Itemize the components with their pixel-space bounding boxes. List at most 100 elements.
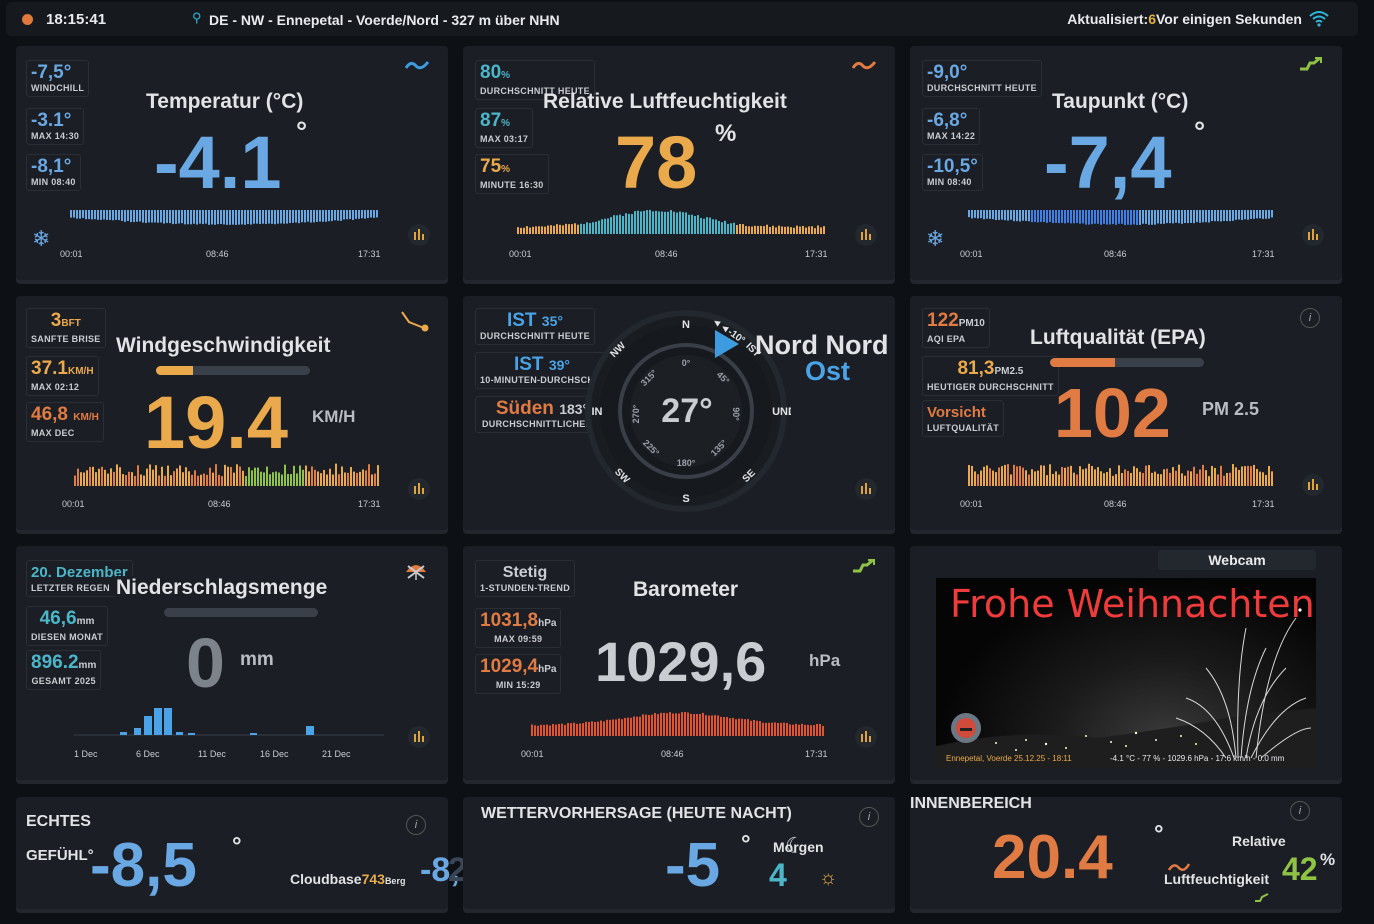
humidity-chart-button[interactable]: [855, 224, 877, 246]
sparkline-bar: [532, 226, 534, 234]
forecast-info-button[interactable]: i: [859, 807, 879, 827]
webcam-image[interactable]: Frohe Weihnachten Ennepetal, Voerde 25.1…: [936, 578, 1316, 768]
sparkline-bar: [230, 467, 232, 486]
compass-deg-180: 180°: [677, 458, 696, 468]
wind-level-bar: [156, 366, 310, 375]
sparkline-bar: [1049, 464, 1051, 486]
sparkline-bar: [585, 721, 587, 736]
sparkline-bar: [1244, 466, 1246, 486]
rain-tick-4: 21 Dec: [322, 749, 351, 759]
sparkline-bar: [739, 224, 741, 234]
sparkline-bar: [648, 715, 650, 736]
sparkline-bar: [661, 211, 663, 234]
sparkline-bar: [130, 210, 132, 223]
humidity-max-unit: %: [501, 118, 511, 129]
snowflake-icon: ❄: [926, 226, 945, 251]
humidity-max-value: 87: [480, 110, 502, 131]
rain-tick-2: 11 Dec: [198, 749, 226, 759]
air-chart-button[interactable]: [1302, 474, 1324, 496]
sparkline-bar: [112, 210, 114, 221]
windchill-stat: -7,5° WINDCHILL: [26, 60, 90, 97]
sparkline-bar: [286, 210, 288, 224]
sparkline-bar: [1076, 474, 1078, 486]
hum-tick-1: 08:46: [655, 249, 678, 259]
sparkline-bar: [732, 717, 734, 736]
feels-info-button[interactable]: i: [406, 815, 426, 835]
sparkline-bar: [88, 210, 90, 220]
sparkline-bar: [684, 711, 686, 736]
sparkline-bar: [191, 474, 193, 486]
sparkline-bar: [1211, 210, 1213, 222]
sparkline-bar: [113, 471, 115, 486]
wind-card: 3BFT SANFTE BRISE 37.1KM/H MAX 02:12 46,…: [16, 296, 448, 530]
air-info-button[interactable]: i: [1300, 308, 1320, 328]
rain-bars: [74, 708, 384, 736]
air-pm10-unit: PM10: [958, 318, 985, 329]
temperature-chart-button[interactable]: [408, 224, 430, 246]
sparkline-bar: [184, 210, 186, 225]
sparkline-bar: [1043, 465, 1045, 486]
sparkline-bar: [753, 719, 755, 736]
webcam-caption-right: -4.1 °C - 77 % - 1029.6 hPa - 17.6 km/h …: [1110, 754, 1285, 763]
sparkline-bar: [134, 475, 136, 486]
sparkline-bar: [1079, 210, 1081, 224]
sparkline-bar: [654, 712, 656, 736]
sparkline-bar: [301, 210, 303, 223]
sparkline-bar: [211, 210, 213, 225]
barometer-chart-button[interactable]: [855, 726, 877, 748]
dewpoint-chart-button[interactable]: [1302, 224, 1324, 246]
temp-max-label: MAX 14:30: [31, 131, 80, 141]
rain-month-unit: mm: [76, 616, 95, 627]
sparkline-bar: [314, 469, 316, 486]
sparkline-bar: [1247, 465, 1249, 486]
sparkline-bar: [1034, 210, 1036, 223]
sparkline-bar: [106, 210, 108, 220]
sparkline-bar: [637, 210, 639, 234]
sparkline-bar: [721, 222, 723, 234]
sparkline-bar: [340, 210, 342, 221]
sparkline-bar: [1229, 210, 1231, 222]
sparkline-bar: [744, 719, 746, 736]
sparkline-bar: [553, 225, 555, 234]
sparkline-bar: [269, 474, 271, 486]
air-pm10-value: 122: [927, 310, 959, 331]
sparkline-bar: [1268, 210, 1270, 219]
sparkline-bar: [79, 210, 81, 219]
air-warning-label: LUFTQUALITÄT: [927, 423, 1000, 433]
sparkline-bar: [980, 470, 982, 486]
sparkline-bar: [775, 227, 777, 234]
feels-like-label2: GEFÜHL°: [26, 847, 94, 864]
webcam-tab[interactable]: Webcam: [1158, 550, 1316, 570]
sparkline-bar: [107, 473, 109, 486]
sparkline-bar: [266, 466, 268, 486]
air-quality-title: Luftqualität (EPA): [1030, 326, 1206, 349]
dewpoint-max-label: MAX 14:22: [927, 131, 976, 141]
sparkline-bar: [86, 470, 88, 486]
dewpoint-min-stat: -10,5° MIN 08:40: [922, 154, 983, 191]
sparkline-bar: [1151, 472, 1153, 486]
sparkline-bar: [823, 226, 825, 234]
rain-month-stat: 46,6mm DIESEN MONAT: [26, 606, 108, 646]
sparkline-bar: [517, 227, 519, 234]
humidity-min-stat: 75% MINUTE 16:30: [475, 154, 549, 194]
sparkline-bar: [1142, 472, 1144, 486]
rain-chart-button[interactable]: [408, 726, 430, 748]
sparkline-bar: [329, 468, 331, 486]
sparkline-bar: [529, 227, 531, 234]
sparkline-bar: [627, 717, 629, 736]
sparkline-bar: [1040, 465, 1042, 486]
wind-max-label: MAX 02:12: [31, 382, 80, 392]
sparkline-bar: [1166, 210, 1168, 224]
sparkline-bar: [248, 467, 250, 486]
direction-chart-button[interactable]: [855, 478, 877, 500]
temp-max-value: -3.1°: [31, 110, 72, 131]
wind-chart-button[interactable]: [408, 478, 430, 500]
rain-bar: [134, 728, 141, 735]
sparkline-bar: [169, 210, 171, 224]
sparkline-bar: [155, 465, 157, 486]
sparkline-bar: [308, 471, 310, 486]
indoor-info-button[interactable]: i: [1290, 801, 1310, 821]
sparkline-bar: [526, 226, 528, 234]
sparkline-bar: [257, 467, 259, 486]
sparkline-bar: [305, 465, 307, 486]
